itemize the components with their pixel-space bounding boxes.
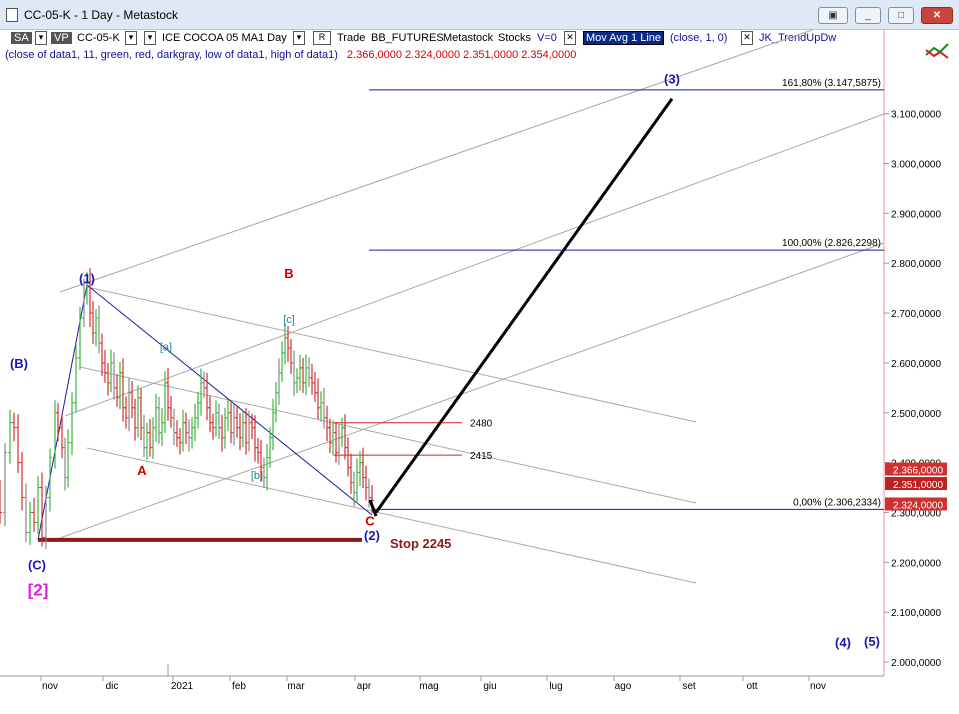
y-tick-label: 2.300,0000: [891, 508, 941, 519]
channel-line: [86, 447, 697, 584]
wave-label: A: [137, 463, 147, 478]
fib-level-label: 161,80% (3.147,5875): [782, 78, 881, 89]
wave-label: (4): [835, 635, 851, 650]
remove-ma-icon[interactable]: ✕: [741, 31, 753, 45]
indicator-label[interactable]: JK_TrendUpDw: [759, 32, 837, 44]
wave-label: (C): [28, 557, 46, 572]
wave-label: (B): [10, 356, 28, 371]
sa-dropdown-icon[interactable]: ▾: [35, 31, 47, 45]
price-tag: [885, 477, 947, 491]
x-tick-label: lug: [549, 681, 562, 692]
metastock-label: Metastock: [443, 32, 494, 44]
indicator-legend: (close of data1, 11, green, red, darkgra…: [5, 49, 576, 61]
x-tick-label: mar: [287, 681, 305, 692]
fib-level-label: 100,00% (2.826,2298): [782, 238, 881, 249]
sa-button[interactable]: SA: [11, 32, 32, 44]
channel-line: [86, 286, 697, 423]
wave-label: B: [284, 266, 293, 281]
minimize-button[interactable]: _: [855, 7, 881, 24]
x-tick-label: nov: [810, 681, 826, 692]
source-label: BB_FUTURES: [371, 32, 444, 44]
wave-line: [86, 284, 373, 516]
y-tick-label: 2.600,0000: [891, 359, 941, 370]
x-tick-label: feb: [232, 681, 246, 692]
y-tick-label: 2.500,0000: [891, 409, 941, 420]
wave-label: (5): [864, 634, 880, 649]
wave-label: C: [365, 513, 375, 528]
x-tick-label: giu: [483, 681, 496, 692]
chart-toolbar: SA ▾ VP CC-05-K ▾ ▾ ICE COCOA 05 MA 1 Da…: [0, 30, 959, 47]
remove-volume-icon[interactable]: ✕: [564, 31, 576, 45]
window-title: CC-05-K - 1 Day - Metastock: [24, 8, 179, 22]
y-tick-label: 3.000,0000: [891, 160, 941, 171]
y-tick-label: 2.900,0000: [891, 209, 941, 220]
wave-label: [2]: [28, 581, 49, 600]
wave-label: (3): [664, 72, 680, 87]
x-tick-label: ott: [746, 681, 757, 692]
plot-area: 2.000,0000 2.100,0000 2.200,0000 2.300,0000…: [0, 29, 947, 692]
vp-button[interactable]: VP: [51, 32, 72, 44]
price-tag-label: 2.351,0000: [893, 480, 943, 491]
document-icon: [6, 8, 18, 22]
wave-label: [c]: [283, 314, 295, 326]
restore-layout-button[interactable]: ▣: [818, 7, 848, 24]
channel-line: [59, 242, 885, 539]
wave-line: [37, 284, 88, 541]
price-tag: [885, 497, 947, 511]
x-tick-label: 2021: [171, 681, 194, 692]
period-label[interactable]: 1 Day: [258, 32, 287, 44]
channel-line: [64, 113, 885, 417]
wave-label: (1): [79, 271, 95, 286]
stocks-label: Stocks: [498, 32, 532, 44]
x-tick-label: set: [682, 681, 696, 692]
x-tick-label: ago: [615, 681, 632, 692]
legend-params: (close of data1, 11, green, red, darkgra…: [5, 49, 338, 61]
period-dropdown-icon[interactable]: ▾: [293, 31, 305, 45]
target-label: 2415: [470, 451, 493, 462]
price-tag-label: 2.366,0000: [893, 466, 943, 477]
fib-level-label: 0,00% (2.306,2334): [793, 497, 881, 508]
instrument-label: ICE COCOA 05 MA: [162, 32, 258, 44]
y-tick-label: 2.000,0000: [891, 658, 941, 669]
legend-values: 2.366,0000 2.324,0000 2.351,0000 2.354,0…: [346, 49, 577, 61]
symbol-dropdown-icon[interactable]: ▾: [125, 31, 137, 45]
x-tick-label: dic: [106, 681, 119, 692]
y-tick-label: 3.100,0000: [891, 110, 941, 121]
wave-label: (2): [364, 528, 380, 543]
y-tick-label: 2.800,0000: [891, 259, 941, 270]
target-label: 2480: [470, 419, 493, 430]
stop-label: Stop 2245: [390, 536, 451, 551]
wave-label: [a]: [160, 341, 172, 353]
channel-line: [59, 29, 813, 293]
projection-hook: [368, 499, 378, 517]
price-tag: [885, 462, 947, 476]
channel-line: [79, 366, 697, 504]
trade-label: Trade: [337, 32, 366, 44]
v-label: V=0: [537, 32, 557, 44]
x-tick-label: mag: [419, 681, 438, 692]
r-dropdown-button[interactable]: R: [313, 31, 331, 45]
maximize-button[interactable]: □: [888, 7, 914, 24]
symbol-label[interactable]: CC-05-K: [77, 32, 120, 44]
instrument-dropdown-icon[interactable]: ▾: [144, 31, 156, 45]
y-tick-label: 2.100,0000: [891, 608, 941, 619]
x-tick-label: apr: [357, 681, 372, 692]
projection-line: [374, 97, 674, 514]
window-titlebar: CC-05-K - 1 Day - Metastock ▣ _ □ ✕: [0, 0, 959, 30]
moving-average-params: (close, 1, 0): [670, 32, 728, 44]
y-tick-label: 2.200,0000: [891, 558, 941, 569]
close-button[interactable]: ✕: [921, 7, 953, 24]
y-tick-label: 2.700,0000: [891, 309, 941, 320]
y-tick-label: 2.400,0000: [891, 459, 941, 470]
wave-label: [b]: [251, 470, 263, 482]
x-tick-label: nov: [42, 681, 58, 692]
price-tag-label: 2.324,0000: [893, 500, 943, 511]
moving-average-label[interactable]: Mov Avg 1 Line: [583, 31, 665, 45]
